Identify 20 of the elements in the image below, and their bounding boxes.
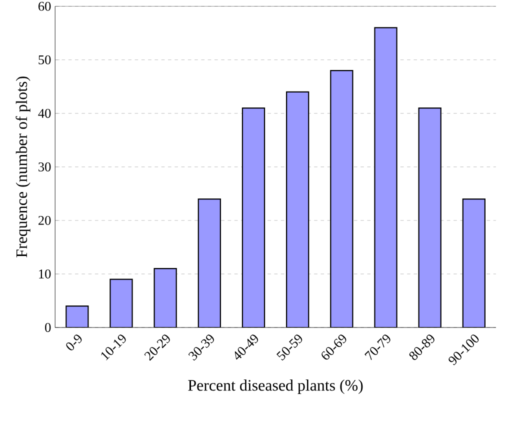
y-axis-title: Frequence (number of plots) — [16, 76, 30, 258]
bar — [198, 198, 221, 328]
bar — [154, 268, 177, 328]
y-tick-label: 40 — [38, 108, 51, 118]
bar — [66, 306, 89, 328]
y-tick-label: 50 — [38, 55, 51, 64]
bar — [330, 70, 354, 328]
bar — [242, 107, 266, 328]
y-tick-label: 0 — [45, 323, 51, 332]
bar — [462, 198, 486, 328]
bar — [418, 107, 442, 328]
y-tick-label: 60 — [38, 2, 51, 11]
y-tick-label: 30 — [38, 162, 51, 172]
y-tick-label: 10 — [39, 269, 51, 278]
bar — [286, 91, 310, 328]
y-tick-label: 20 — [38, 216, 51, 225]
x-tick-label: 0-9 — [66, 334, 82, 350]
bar — [110, 278, 133, 328]
x-axis-title: Percent diseased plants (%) — [188, 380, 363, 394]
bar — [374, 27, 398, 328]
